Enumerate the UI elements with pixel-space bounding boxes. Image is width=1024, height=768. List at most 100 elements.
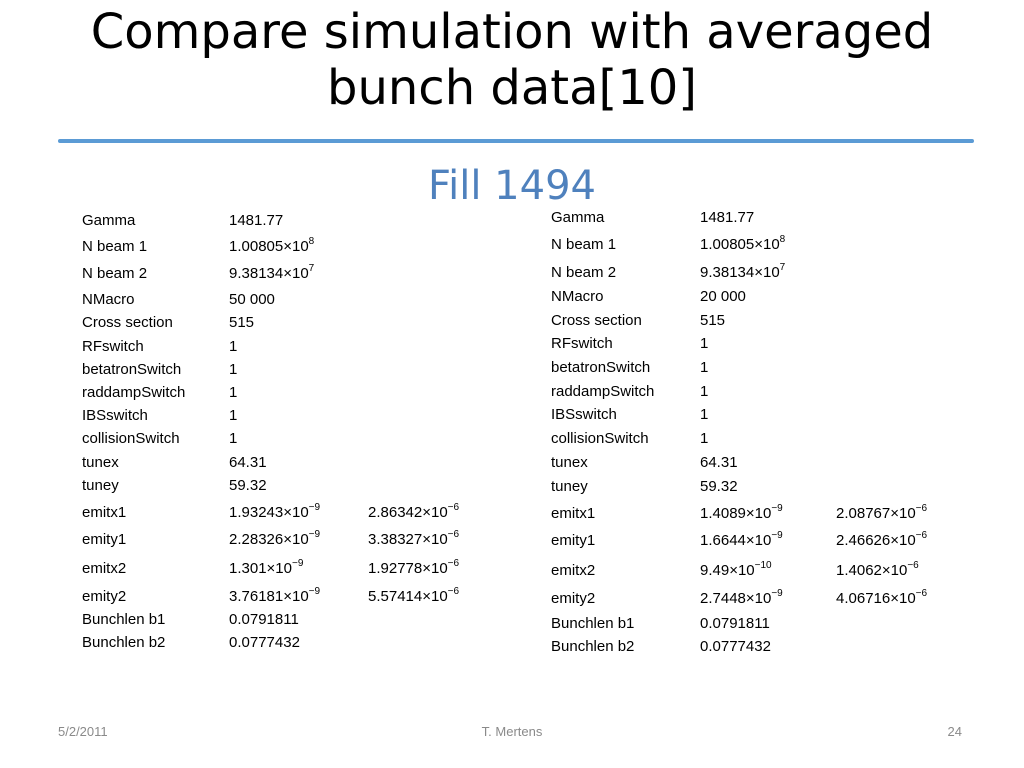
param-value: 1.301×10−9 xyxy=(229,558,303,580)
value-text: 1.93243×10 xyxy=(229,504,309,521)
value-exponent: −6 xyxy=(915,530,928,541)
value-text: 9.38134×10 xyxy=(700,264,780,281)
value-text: 1 xyxy=(229,338,238,355)
value-exponent: −9 xyxy=(771,503,783,514)
param-value: 1.92778×10−6 xyxy=(368,558,459,580)
value-text: 1481.77 xyxy=(229,212,284,229)
param-label: N beam 2 xyxy=(551,264,617,281)
param-label: Bunchlen b2 xyxy=(82,634,166,651)
param-value: 515 xyxy=(700,310,725,332)
param-value: 3.76181×10−9 xyxy=(229,586,320,608)
param-label: RFswitch xyxy=(82,338,144,355)
value-text: 515 xyxy=(700,312,726,329)
param-value: 20 000 xyxy=(700,286,746,308)
value-exponent: −6 xyxy=(907,560,919,571)
value-exponent: −9 xyxy=(291,558,304,569)
param-value: 515 xyxy=(229,312,254,334)
value-text: 515 xyxy=(229,314,255,331)
value-text: 59.32 xyxy=(229,477,267,494)
value-text: 0.0777432 xyxy=(229,634,300,651)
value-text: 4.06716×10 xyxy=(836,590,916,607)
slide-title-line-2: bunch data[10] xyxy=(326,60,698,116)
value-text: 1.00805×10 xyxy=(700,236,780,253)
param-value: 1 xyxy=(700,381,708,403)
param-label: emitx1 xyxy=(551,505,596,522)
param-value: 59.32 xyxy=(229,475,267,497)
param-value: 1481.77 xyxy=(229,210,283,232)
value-exponent: −9 xyxy=(771,588,783,599)
param-label: NMacro xyxy=(551,288,604,305)
value-text: 2.46626×10 xyxy=(836,532,916,549)
param-label: Cross section xyxy=(82,314,173,331)
value-text: 1.4089×10 xyxy=(700,505,772,522)
value-text: 59.32 xyxy=(700,478,738,495)
value-text: 2.08767×10 xyxy=(836,505,916,522)
value-exponent: −6 xyxy=(915,588,928,599)
param-label: tuney xyxy=(82,477,119,494)
param-value: 2.7448×10−9 xyxy=(700,588,783,610)
value-exponent: −9 xyxy=(308,502,321,513)
param-value: 64.31 xyxy=(229,452,267,474)
right-parameter-table: Gamma 1481.77 N beam 1 1.00805×108 N beam 2 9… xyxy=(551,207,981,659)
value-text: 1 xyxy=(229,361,238,378)
value-text: 9.38134×10 xyxy=(229,265,309,282)
param-value: 1.00805×108 xyxy=(700,234,785,256)
value-text: 1 xyxy=(700,335,709,352)
param-value: 1 xyxy=(229,382,237,404)
param-label: emity2 xyxy=(551,590,596,607)
param-value: 9.38134×107 xyxy=(229,263,314,285)
value-text: 0.0791811 xyxy=(700,615,770,632)
value-text: 1.301×10 xyxy=(229,560,292,577)
param-value: 5.57414×10−6 xyxy=(368,586,459,608)
param-value: 0.0777432 xyxy=(700,636,771,658)
value-text: 3.76181×10 xyxy=(229,588,309,605)
value-text: 2.86342×10 xyxy=(368,504,448,521)
param-value: 1 xyxy=(700,404,708,426)
param-value: 2.46626×10−6 xyxy=(836,530,927,552)
param-label: emitx2 xyxy=(82,560,127,577)
param-label: N beam 1 xyxy=(82,238,148,255)
footer-date: 5/2/2011 xyxy=(58,724,108,739)
param-label: collisionSwitch xyxy=(82,430,180,447)
param-label: emitx2 xyxy=(551,562,596,579)
param-value: 1 xyxy=(700,357,708,379)
param-value: 0.0791811 xyxy=(700,613,770,635)
param-value: 50 000 xyxy=(229,289,275,311)
value-text: 1.92778×10 xyxy=(368,560,448,577)
footer-author: T. Mertens xyxy=(481,724,543,739)
param-label: IBSswitch xyxy=(551,406,617,423)
param-value: 3.38327×10−6 xyxy=(368,529,459,551)
title-divider xyxy=(58,139,974,143)
param-value: 59.32 xyxy=(700,476,738,498)
param-value: 1481.77 xyxy=(700,207,754,229)
value-text: 1 xyxy=(700,359,709,376)
param-label: Gamma xyxy=(82,212,136,229)
value-exponent: −6 xyxy=(447,502,460,513)
value-exponent: −6 xyxy=(447,586,460,597)
param-value: 9.38134×107 xyxy=(700,262,785,284)
value-exponent: 7 xyxy=(308,263,315,274)
value-text: 1 xyxy=(700,383,709,400)
fill-subtitle: Fill 1494 xyxy=(428,163,596,209)
param-label: betatronSwitch xyxy=(551,359,651,376)
param-value: 1 xyxy=(229,405,237,427)
param-value: 1.4062×10−6 xyxy=(836,560,919,582)
param-value: 1 xyxy=(229,336,237,358)
value-text: 64.31 xyxy=(229,454,267,471)
param-value: 1.6644×10−9 xyxy=(700,530,783,552)
value-text: 0.0777432 xyxy=(700,638,771,655)
value-exponent: −9 xyxy=(308,529,321,540)
param-label: emitx1 xyxy=(82,504,127,521)
param-value: 2.08767×10−6 xyxy=(836,503,927,525)
param-label: Cross section xyxy=(551,312,642,329)
param-label: Bunchlen b2 xyxy=(551,638,635,655)
value-exponent: 8 xyxy=(779,234,786,245)
value-exponent: 8 xyxy=(308,236,315,247)
param-value: 2.28326×10−9 xyxy=(229,529,320,551)
value-text: 64.31 xyxy=(700,454,738,471)
value-exponent: −9 xyxy=(771,530,783,541)
value-text: 1.4062×10 xyxy=(836,562,908,579)
param-value: 1 xyxy=(229,359,237,381)
param-label: Bunchlen b1 xyxy=(82,611,166,628)
param-value: 0.0791811 xyxy=(229,609,299,631)
